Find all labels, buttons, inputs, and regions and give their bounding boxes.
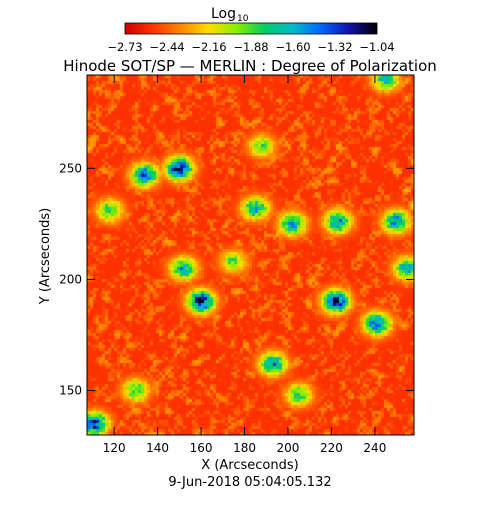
y-tick-label: 150	[59, 384, 82, 398]
x-tick-label: 240	[363, 441, 386, 455]
y-tick-label: 250	[59, 161, 82, 175]
x-tick-label: 160	[190, 441, 213, 455]
plot-frame	[86, 74, 415, 436]
x-axis: 120 140 160 180 200 220 240	[103, 75, 386, 455]
colorbar-label: Log	[211, 6, 236, 22]
colorbar-tick-label: −1.60	[275, 40, 310, 54]
chart-title: Hinode SOT/SP — MERLIN : Degree of Polar…	[63, 57, 437, 75]
timestamp: 9-Jun-2018 05:04:05.132	[168, 475, 331, 490]
x-tick-label: 200	[277, 441, 300, 455]
colorbar-tick-label: −1.32	[317, 40, 352, 54]
heatmap-image	[87, 75, 414, 435]
plot-area: 120 140 160 180 200 220 240 150 200 250	[59, 74, 415, 455]
y-tick-label: 200	[59, 272, 82, 286]
x-axis-label: X (Arcseconds)	[201, 458, 298, 473]
colorbar-tick-label: −1.04	[359, 40, 394, 54]
colorbar-tick-label: −2.16	[191, 40, 226, 54]
x-tick-label: 140	[146, 441, 169, 455]
colorbar-tick-label: −2.44	[149, 40, 184, 54]
y-axis-label: Y (Arcseconds)	[38, 208, 53, 305]
x-tick-label: 120	[103, 441, 126, 455]
colorbar-label-subscript: 10	[237, 14, 249, 24]
colorbar-tick-label: −1.88	[233, 40, 268, 54]
colorbar: Log 10 −2.73 −2.44 −2.16 −1.88 −1.60 −1.32 −1.…	[107, 6, 394, 54]
colorbar-tick-label: −2.73	[107, 40, 142, 54]
colorbar-ticks: −2.73 −2.44 −2.16 −1.88 −1.60 −1.32 −1.04	[107, 40, 394, 54]
colorbar-gradient	[124, 22, 378, 35]
x-tick-label: 180	[233, 441, 256, 455]
y-axis: 150 200 250	[59, 161, 414, 398]
x-tick-label: 220	[320, 441, 343, 455]
